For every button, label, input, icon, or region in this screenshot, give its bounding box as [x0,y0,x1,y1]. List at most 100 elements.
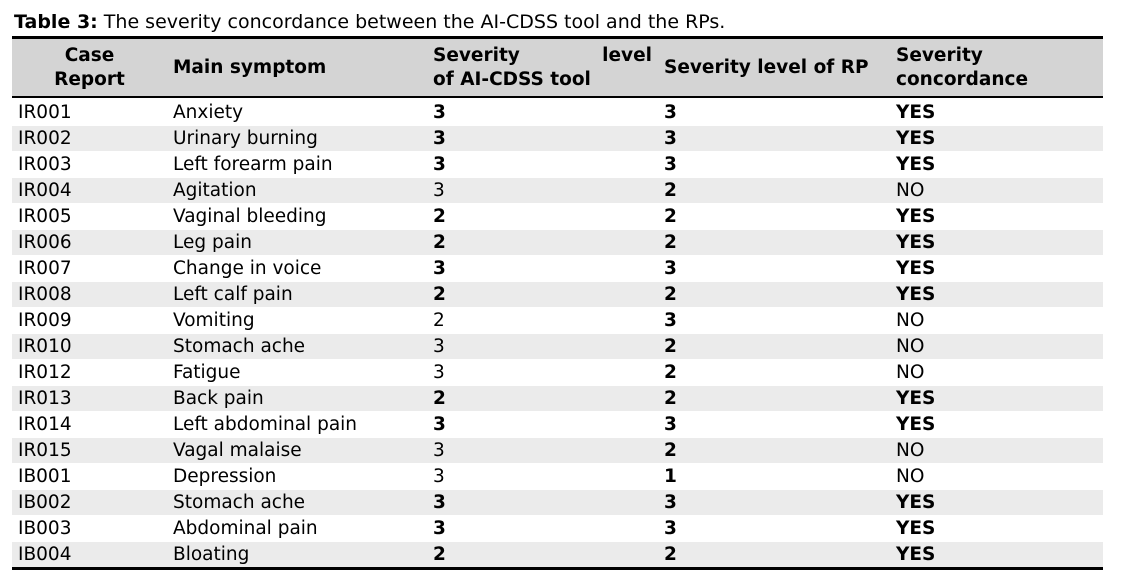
cell-main-symptom: Depression [167,463,427,490]
cell-main-symptom: Left forearm pain [167,151,427,178]
cell-case-report: IR002 [12,125,167,152]
cell-case-report: IR001 [12,97,167,126]
cell-concordance: YES [890,411,1103,438]
table-caption: Table 3: The severity concordance betwee… [14,10,725,34]
cell-concordance: YES [890,125,1103,152]
cell-severity-rp: 3 [658,151,890,178]
cell-severity-ai: 3 [427,97,658,126]
table-row: IR010 Stomach ache 3 2 NO [12,333,1103,360]
cell-severity-rp: 2 [658,359,890,386]
cell-concordance: YES [890,203,1103,230]
cell-main-symptom: Leg pain [167,229,427,256]
cell-severity-ai: 3 [427,489,658,516]
table-row: IR012 Fatigue 3 2 NO [12,359,1103,386]
table-row: IR004 Agitation 3 2 NO [12,177,1103,204]
cell-severity-rp: 2 [658,437,890,464]
cell-severity-ai: 3 [427,125,658,152]
severity-table: Case Report Main symptom Severity level o… [12,36,1103,570]
cell-severity-rp: 2 [658,229,890,256]
cell-concordance: YES [890,385,1103,412]
cell-concordance: YES [890,229,1103,256]
cell-main-symptom: Left calf pain [167,281,427,308]
table-row: IR008 Left calf pain 2 2 YES [12,281,1103,308]
cell-case-report: IB003 [12,515,167,542]
col-header-severity-rp: Severity level of RP [658,37,890,98]
cell-severity-ai: 3 [427,411,658,438]
table-row: IB004 Bloating 2 2 YES [12,541,1103,569]
cell-concordance: NO [890,307,1103,334]
table-row: IR013 Back pain 2 2 YES [12,385,1103,412]
cell-severity-rp: 3 [658,125,890,152]
cell-severity-rp: 3 [658,255,890,282]
cell-case-report: IR003 [12,151,167,178]
table-row: IR005 Vaginal bleeding 2 2 YES [12,203,1103,230]
cell-concordance: YES [890,515,1103,542]
col-header-severity-ai: Severity level of AI-CDSS tool [427,37,658,98]
cell-severity-ai: 3 [427,151,658,178]
cell-main-symptom: Change in voice [167,255,427,282]
cell-concordance: YES [890,97,1103,126]
table-row: IR007 Change in voice 3 3 YES [12,255,1103,282]
cell-severity-ai: 3 [427,463,658,490]
cell-severity-rp: 2 [658,385,890,412]
cell-case-report: IR015 [12,437,167,464]
cell-severity-ai: 2 [427,541,658,569]
cell-main-symptom: Vomiting [167,307,427,334]
table-row: IR006 Leg pain 2 2 YES [12,229,1103,256]
cell-case-report: IB002 [12,489,167,516]
cell-concordance: NO [890,463,1103,490]
cell-case-report: IR012 [12,359,167,386]
table-row: IB003 Abdominal pain 3 3 YES [12,515,1103,542]
cell-case-report: IR007 [12,255,167,282]
cell-case-report: IR010 [12,333,167,360]
cell-main-symptom: Anxiety [167,97,427,126]
cell-concordance: YES [890,281,1103,308]
cell-concordance: NO [890,333,1103,360]
cell-severity-rp: 3 [658,97,890,126]
cell-main-symptom: Stomach ache [167,333,427,360]
cell-main-symptom: Bloating [167,541,427,569]
table-row: IR001 Anxiety 3 3 YES [12,97,1103,126]
cell-severity-ai: 2 [427,307,658,334]
cell-severity-ai: 3 [427,177,658,204]
cell-concordance: NO [890,437,1103,464]
cell-severity-rp: 1 [658,463,890,490]
cell-severity-rp: 2 [658,203,890,230]
cell-case-report: IR006 [12,229,167,256]
cell-main-symptom: Vaginal bleeding [167,203,427,230]
cell-main-symptom: Urinary burning [167,125,427,152]
cell-concordance: NO [890,359,1103,386]
cell-severity-rp: 3 [658,307,890,334]
cell-main-symptom: Back pain [167,385,427,412]
table-row: IR015 Vagal malaise 3 2 NO [12,437,1103,464]
col-header-main-symptom: Main symptom [167,37,427,98]
table-row: IR002 Urinary burning 3 3 YES [12,125,1103,152]
cell-severity-rp: 3 [658,489,890,516]
cell-case-report: IR009 [12,307,167,334]
cell-severity-ai: 2 [427,281,658,308]
cell-severity-ai: 3 [427,359,658,386]
cell-case-report: IR014 [12,411,167,438]
caption-label: Table 3: [14,11,98,33]
cell-severity-rp: 2 [658,333,890,360]
caption-text: The severity concordance between the AI-… [97,11,726,33]
cell-case-report: IR013 [12,385,167,412]
cell-severity-rp: 2 [658,281,890,308]
table-row: IB002 Stomach ache 3 3 YES [12,489,1103,516]
cell-severity-rp: 2 [658,177,890,204]
cell-severity-ai: 3 [427,255,658,282]
cell-concordance: NO [890,177,1103,204]
cell-case-report: IB001 [12,463,167,490]
cell-concordance: YES [890,255,1103,282]
cell-severity-rp: 3 [658,411,890,438]
cell-main-symptom: Fatigue [167,359,427,386]
cell-case-report: IR008 [12,281,167,308]
cell-severity-ai: 2 [427,203,658,230]
cell-main-symptom: Vagal malaise [167,437,427,464]
cell-concordance: YES [890,151,1103,178]
header-row: Case Report Main symptom Severity level o… [12,37,1103,98]
cell-severity-ai: 2 [427,229,658,256]
cell-severity-ai: 2 [427,385,658,412]
cell-severity-rp: 2 [658,541,890,569]
cell-severity-ai: 3 [427,333,658,360]
